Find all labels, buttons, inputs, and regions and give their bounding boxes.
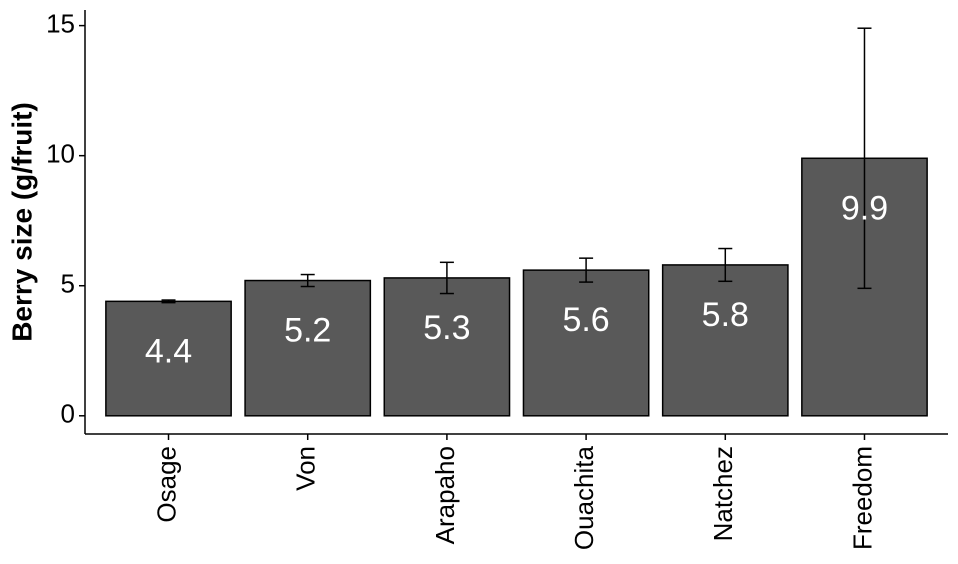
x-tick-label: Ouachita [569,445,599,550]
x-tick-label: Von [291,446,321,491]
bar [105,300,232,417]
value-label: 5.2 [284,312,331,350]
x-tick-label: Freedom [847,446,877,550]
value-label: 5.8 [702,296,749,334]
bar [661,264,789,417]
bar [383,277,511,417]
x-tick-label: Arapaho [430,446,460,544]
value-label: 5.3 [423,309,470,347]
y-tick-label: 5 [61,269,75,299]
x-tick-label: Natchez [708,446,738,541]
value-label: 4.4 [145,332,192,370]
bar [244,279,372,417]
y-tick-label: 0 [61,399,75,429]
value-label: 5.6 [562,301,609,339]
x-tick-label: Osage [151,446,181,523]
y-tick-label: 10 [46,139,75,169]
value-label: 9.9 [841,189,888,227]
bar [522,269,650,417]
y-axis-title: Berry size (g/fruit) [6,102,37,342]
y-tick-label: 15 [46,8,75,38]
